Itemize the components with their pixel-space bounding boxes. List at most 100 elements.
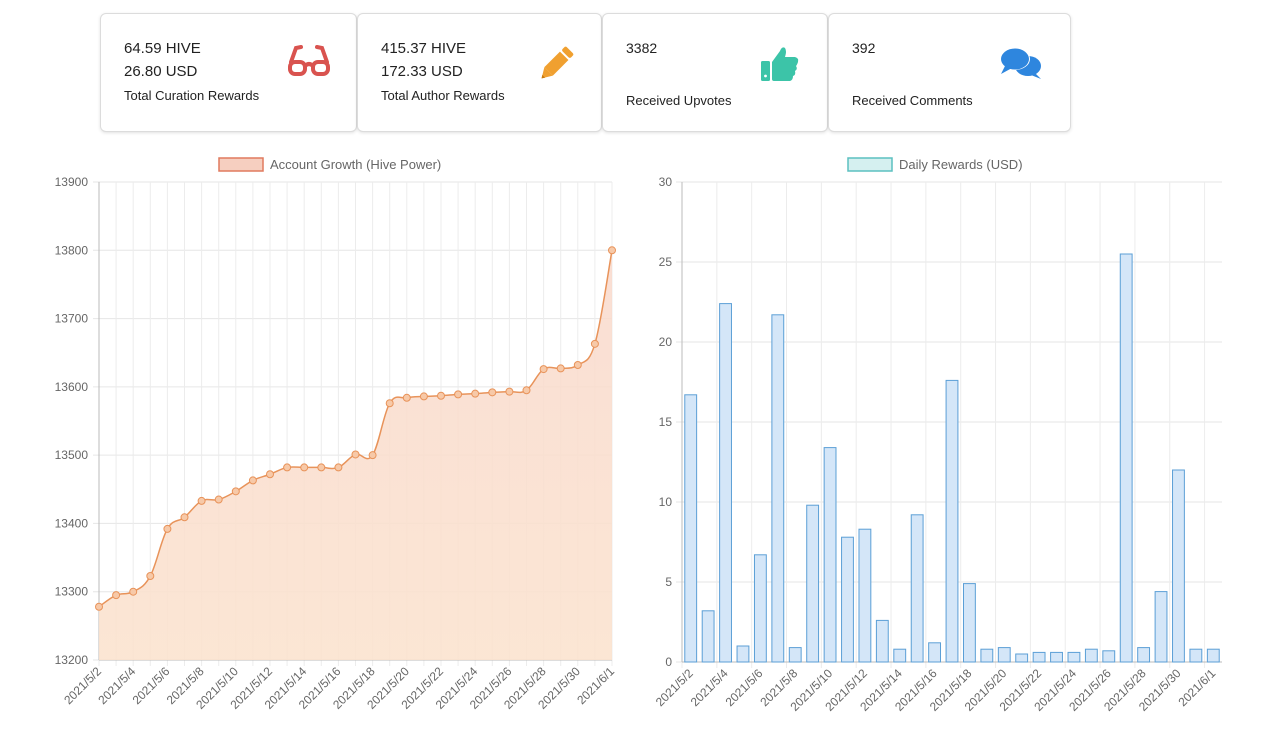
reward-bar xyxy=(753,554,767,663)
chart-legend: Account Growth (Hive Power) xyxy=(218,157,441,172)
data-point xyxy=(454,390,463,399)
legend-label: Account Growth (Hive Power) xyxy=(270,157,441,172)
author-usd-value: 172.33 USD xyxy=(381,63,463,80)
account-growth-chart: 13900 13800 13700 13600 13500 13400 13300 13200… xyxy=(55,157,618,712)
data-point xyxy=(488,388,497,397)
legend-label: Daily Rewards (USD) xyxy=(899,157,1023,172)
reward-bar xyxy=(1084,648,1098,663)
reward-bar xyxy=(1067,651,1081,663)
y-tick-label: 13300 xyxy=(55,585,89,599)
y-tick-label: 25 xyxy=(659,255,673,269)
reward-bar xyxy=(719,303,732,663)
data-point xyxy=(419,392,428,401)
reward-bar xyxy=(875,619,889,663)
reward-bar xyxy=(1032,651,1046,663)
reward-bar xyxy=(858,528,872,663)
legend-swatch xyxy=(847,157,893,172)
data-point xyxy=(522,386,531,395)
y-tick-label: 0 xyxy=(665,655,672,669)
reward-bar xyxy=(1119,253,1133,663)
y-tick-label: 13200 xyxy=(55,653,89,667)
data-point xyxy=(129,587,138,596)
reward-bar xyxy=(1015,653,1029,663)
data-point xyxy=(573,361,582,370)
reward-bar xyxy=(1102,650,1116,663)
data-point xyxy=(180,513,189,522)
y-tick-label: 10 xyxy=(659,495,673,509)
data-point xyxy=(402,393,411,402)
reward-bar xyxy=(771,314,785,663)
reward-bar xyxy=(1206,648,1220,663)
data-point xyxy=(590,339,599,348)
reward-bar xyxy=(980,648,994,663)
data-point xyxy=(283,463,292,472)
reward-bar xyxy=(806,504,820,663)
reward-bar xyxy=(684,394,698,663)
author-rewards-card: 415.37 HIVE 172.33 USD Total Author Rewa… xyxy=(357,13,602,132)
reward-bar xyxy=(1154,591,1168,663)
data-point xyxy=(163,524,172,533)
data-point xyxy=(334,463,343,472)
data-point xyxy=(556,364,565,373)
y-tick-label: 30 xyxy=(659,175,673,189)
y-tick-label: 13500 xyxy=(55,448,89,462)
data-point xyxy=(385,399,394,408)
data-point xyxy=(539,365,548,374)
data-point xyxy=(231,487,240,496)
reward-bar xyxy=(928,642,942,663)
author-hive-value: 415.37 HIVE xyxy=(381,40,467,57)
y-tick-label: 20 xyxy=(659,335,673,349)
reward-bar xyxy=(1137,647,1151,663)
reward-bar xyxy=(1050,651,1063,663)
data-point xyxy=(197,496,206,505)
reward-bar xyxy=(910,514,924,663)
x-tick-label: 2021/5/6 xyxy=(723,666,766,709)
reward-bar xyxy=(945,379,959,663)
data-point xyxy=(437,391,445,400)
y-tick-label: 13700 xyxy=(55,312,89,326)
x-tick-label: 2021/5/2 xyxy=(653,666,696,709)
x-tick-label: 2021/6/1 xyxy=(574,664,617,707)
data-point xyxy=(317,463,326,472)
data-point xyxy=(266,470,274,479)
data-point xyxy=(248,476,257,485)
comments-icon xyxy=(999,46,1043,87)
reward-bar xyxy=(736,645,750,663)
upvotes-value: 3382 xyxy=(626,40,658,56)
data-point xyxy=(214,495,223,504)
data-point xyxy=(95,602,103,611)
y-tick-label: 13600 xyxy=(55,380,89,394)
curation-hive-value: 64.59 HIVE xyxy=(124,40,201,57)
pencil-icon xyxy=(534,44,576,91)
legend-swatch xyxy=(218,157,264,172)
reward-bar xyxy=(788,647,802,663)
data-point xyxy=(300,463,309,472)
comments-label: Received Comments xyxy=(852,93,973,108)
y-tick-label: 13800 xyxy=(55,243,89,257)
reward-bar xyxy=(841,536,854,663)
glasses-icon xyxy=(287,44,331,85)
reward-bar xyxy=(1172,469,1185,663)
reward-bar xyxy=(701,610,715,663)
reward-bar xyxy=(1189,648,1203,663)
data-point xyxy=(608,246,616,255)
comments-card: 392 Received Comments xyxy=(828,13,1071,132)
curation-rewards-card: 64.59 HIVE 26.80 USD Total Curation Rewa… xyxy=(100,13,357,132)
upvotes-label: Received Upvotes xyxy=(626,93,732,108)
y-tick-label: 15 xyxy=(659,415,673,429)
y-tick-label: 13900 xyxy=(55,175,89,189)
reward-bar xyxy=(997,647,1011,663)
x-tick-label: 2021/5/4 xyxy=(688,666,731,709)
upvotes-card: 3382 Received Upvotes xyxy=(602,13,828,132)
data-point xyxy=(368,451,377,460)
curation-usd-value: 26.80 USD xyxy=(124,63,198,80)
data-point xyxy=(505,387,514,396)
x-tick-label: 2021/6/1 xyxy=(1175,666,1218,709)
author-label: Total Author Rewards xyxy=(381,88,505,103)
data-point xyxy=(112,591,121,600)
y-tick-label: 5 xyxy=(665,575,672,589)
thumbs-up-icon xyxy=(760,44,800,89)
comments-value: 392 xyxy=(852,40,876,56)
curation-label: Total Curation Rewards xyxy=(124,88,260,103)
